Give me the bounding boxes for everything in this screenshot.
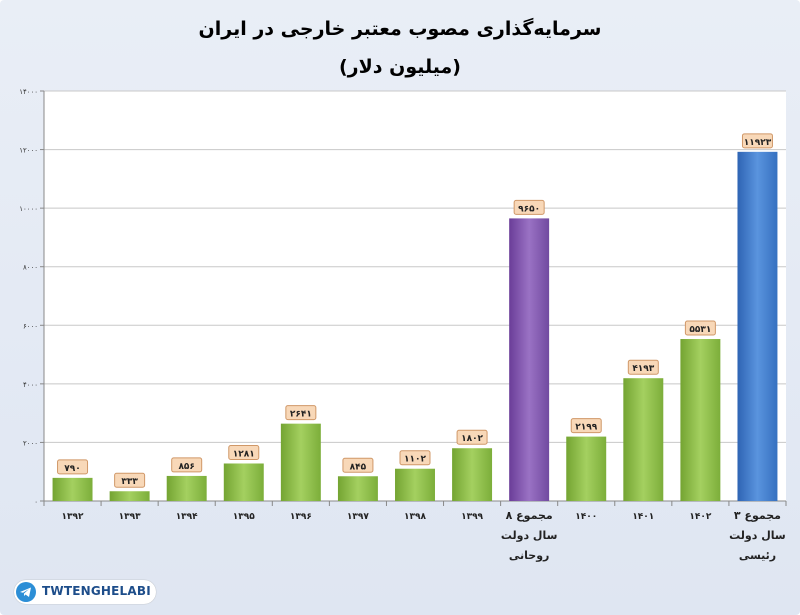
data-label: ۳۳۳ <box>121 477 138 487</box>
data-label: ۸۴۵ <box>350 462 367 472</box>
y-tick-label: ۴۰۰۰ <box>23 381 38 389</box>
data-label: ۱۱۹۲۳ <box>744 138 772 148</box>
bar <box>280 423 321 501</box>
data-label: ۱۲۸۱ <box>233 449 255 459</box>
data-label-box <box>513 199 545 215</box>
x-tick-label: مجموع ۸ <box>506 509 553 522</box>
bar <box>737 151 778 502</box>
bar <box>452 448 493 501</box>
bar <box>509 218 550 501</box>
data-label-box <box>399 450 431 466</box>
x-tick-label: ۱۳۹۵ <box>233 512 255 522</box>
bar <box>680 339 721 501</box>
y-tick-label: ۶۰۰۰ <box>23 322 38 330</box>
x-tick-label: سال دولت <box>729 529 786 542</box>
bar <box>337 476 378 501</box>
y-tick-label: ۱۰۰۰۰ <box>19 205 38 213</box>
data-label: ۸۵۶ <box>178 462 194 472</box>
x-tick-label: ۱۳۹۲ <box>62 512 84 522</box>
x-tick-label: ۱۳۹۹ <box>461 512 483 522</box>
data-label: ۴۱۹۳ <box>632 364 654 374</box>
bar <box>623 378 664 501</box>
x-tick-label: ۱۳۹۷ <box>347 512 369 522</box>
bar <box>223 463 264 501</box>
data-label-box <box>171 457 203 473</box>
x-tick-label: ۱۳۹۶ <box>290 512 312 522</box>
plot-area <box>44 91 786 501</box>
data-label: ۱۸۰۲ <box>461 434 483 444</box>
x-tick-label: رئیسی <box>739 549 776 562</box>
data-label-box <box>627 359 659 375</box>
bar <box>395 468 435 501</box>
y-tick-label: ۱۴۰۰۰ <box>19 88 38 96</box>
x-tick-label: سال دولت <box>501 529 558 542</box>
bar <box>166 475 207 501</box>
data-label: ۱۱۰۲ <box>404 455 426 465</box>
watermark-text: TWTENGHELABI <box>42 584 151 598</box>
x-tick-label: ۱۳۹۳ <box>119 512 141 522</box>
y-tick-label: ۸۰۰۰ <box>23 264 38 272</box>
bar <box>566 436 607 501</box>
data-label-box <box>114 472 146 488</box>
data-label-box <box>57 459 89 475</box>
data-label: ۵۵۳۱ <box>689 325 711 335</box>
data-label: ۷۹۰ <box>64 464 80 474</box>
bar <box>52 477 93 501</box>
x-tick-label: ۱۳۹۸ <box>404 512 426 522</box>
x-tick-label: روحانی <box>509 549 550 562</box>
x-tick-label: ۱۴۰۲ <box>689 512 711 522</box>
chart-subtitle: (میلیون دلار) <box>339 56 461 78</box>
data-label-box <box>228 444 260 460</box>
watermark-badge: TWTENGHELABI <box>14 580 156 604</box>
x-tick-label: ۱۳۹۴ <box>176 512 198 522</box>
data-label: ۲۶۴۱ <box>290 410 312 420</box>
data-label-box <box>456 429 488 445</box>
y-tick-label: ۱۲۰۰۰ <box>19 147 38 155</box>
chart-title: سرمایه‌گذاری مصوب معتبر خارجی در ایران <box>198 18 602 40</box>
y-tick-label: ۰ <box>34 498 38 506</box>
data-label: ۹۶۵۰ <box>518 204 540 214</box>
data-label-box <box>684 320 716 336</box>
data-label-box <box>285 405 317 421</box>
telegram-icon <box>16 582 36 602</box>
data-label: ۲۱۹۹ <box>575 423 597 433</box>
data-label-box <box>570 418 602 434</box>
data-label-box <box>741 133 773 149</box>
x-tick-label: ۱۴۰۱ <box>632 512 654 522</box>
y-tick-label: ۲۰۰۰ <box>23 439 38 447</box>
data-label-box <box>342 457 374 473</box>
x-tick-label: ۱۴۰۰ <box>575 512 597 522</box>
bar <box>109 491 150 501</box>
x-tick-label: مجموع ۳ <box>734 509 781 522</box>
